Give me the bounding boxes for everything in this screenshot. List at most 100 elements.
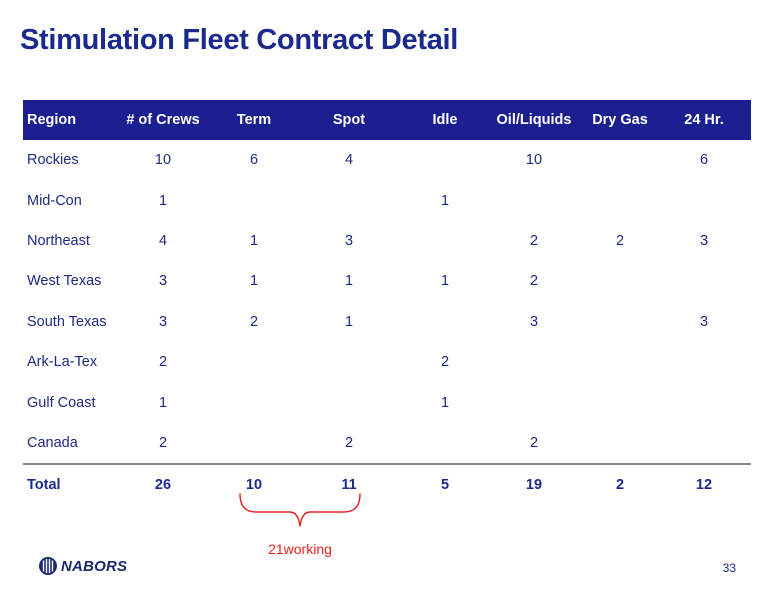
cell-spot xyxy=(293,382,405,422)
cell-term xyxy=(215,423,293,464)
cell-dry-gas xyxy=(583,140,657,180)
cell-crews: 4 xyxy=(158,232,168,249)
cell-term xyxy=(215,382,293,422)
cell-dry-gas xyxy=(583,382,657,422)
header-crews: # of Crews xyxy=(111,100,215,140)
cell-dry-gas xyxy=(583,423,657,464)
cell-idle: 1 xyxy=(440,192,450,209)
cell-oil-liquids: 2 xyxy=(529,434,539,451)
contract-table: Region # of Crews Term Spot Idle Oil/Liq… xyxy=(23,100,751,506)
cell-oil-liquids xyxy=(485,382,583,422)
cell-spot: 4 xyxy=(344,152,354,169)
cell-dry-gas: 2 xyxy=(615,232,625,249)
total-oil-liquids: 19 xyxy=(485,463,583,506)
table-row: Northeast 4 1 3 2 2 3 xyxy=(23,221,751,261)
cell-region: Rockies xyxy=(27,152,79,169)
cell-term: 1 xyxy=(249,232,259,249)
cell-spot: 2 xyxy=(344,434,354,451)
cell-24hr: 3 xyxy=(699,313,709,330)
cell-spot: 3 xyxy=(344,232,354,249)
cell-dry-gas xyxy=(583,342,657,382)
cell-spot xyxy=(293,342,405,382)
table-row: Ark-La-Tex 2 2 xyxy=(23,342,751,382)
cell-region: Ark-La-Tex xyxy=(27,354,98,371)
cell-oil-liquids: 2 xyxy=(529,273,539,290)
cell-24hr xyxy=(657,423,751,464)
total-region: Total xyxy=(23,463,111,506)
contract-table-container: Region # of Crews Term Spot Idle Oil/Liq… xyxy=(23,100,751,506)
cell-region: Gulf Coast xyxy=(27,394,96,411)
table-row: Canada 2 2 2 xyxy=(23,423,751,464)
cell-spot: 1 xyxy=(344,273,354,290)
cell-dry-gas xyxy=(583,261,657,301)
header-dry-gas: Dry Gas xyxy=(583,100,657,140)
working-annotation-label: 21working xyxy=(268,541,332,557)
header-oil-liquids: Oil/Liquids xyxy=(485,100,583,140)
cell-crews: 3 xyxy=(158,273,168,290)
header-spot: Spot xyxy=(293,100,405,140)
logo-text: NABORS xyxy=(61,557,128,575)
cell-idle xyxy=(405,221,485,261)
cell-spot: 1 xyxy=(344,313,354,330)
cell-oil-liquids xyxy=(485,180,583,220)
header-term: Term xyxy=(215,100,293,140)
cell-crews: 10 xyxy=(154,152,172,169)
cell-24hr xyxy=(657,261,751,301)
table-body: Rockies 10 6 4 10 6 Mid-Con 1 1 Northeast 4 1 3 2 2 3 We… xyxy=(23,140,751,506)
total-idle: 5 xyxy=(405,463,485,506)
header-24hr: 24 Hr. xyxy=(657,100,751,140)
cell-oil-liquids: 2 xyxy=(529,232,539,249)
cell-oil-liquids: 10 xyxy=(525,152,543,169)
cell-crews: 2 xyxy=(158,434,168,451)
cell-idle xyxy=(405,140,485,180)
header-idle: Idle xyxy=(405,100,485,140)
cell-term: 1 xyxy=(249,273,259,290)
cell-24hr xyxy=(657,382,751,422)
cell-idle: 1 xyxy=(440,273,450,290)
cell-region: Northeast xyxy=(27,232,90,249)
nabors-logo-icon xyxy=(39,557,57,575)
cell-24hr xyxy=(657,180,751,220)
page-number: 33 xyxy=(722,561,736,575)
cell-region: Canada xyxy=(27,434,78,451)
cell-dry-gas xyxy=(583,302,657,342)
table-row: Rockies 10 6 4 10 6 xyxy=(23,140,751,180)
cell-dry-gas xyxy=(583,180,657,220)
cell-region: Mid-Con xyxy=(27,192,82,209)
cell-idle xyxy=(405,302,485,342)
nabors-logo: NABORS xyxy=(38,556,127,576)
total-dry-gas: 2 xyxy=(583,463,657,506)
table-row: West Texas 3 1 1 1 2 xyxy=(23,261,751,301)
cell-crews: 1 xyxy=(158,394,168,411)
cell-idle xyxy=(405,423,485,464)
cell-24hr: 3 xyxy=(699,232,709,249)
cell-idle: 1 xyxy=(440,394,450,411)
total-row: Total 26 10 11 5 19 2 12 xyxy=(23,463,751,506)
table-row: South Texas 3 2 1 3 3 xyxy=(23,302,751,342)
cell-spot xyxy=(293,180,405,220)
table-row: Mid-Con 1 1 xyxy=(23,180,751,220)
cell-term xyxy=(215,342,293,382)
cell-24hr: 6 xyxy=(699,152,709,169)
cell-crews: 3 xyxy=(158,313,168,330)
working-brace xyxy=(239,493,361,527)
cell-crews: 1 xyxy=(158,192,168,209)
cell-24hr xyxy=(657,342,751,382)
page-title: Stimulation Fleet Contract Detail xyxy=(20,24,459,56)
cell-region: West Texas xyxy=(27,273,102,290)
cell-oil-liquids xyxy=(485,342,583,382)
cell-region: South Texas xyxy=(27,313,107,330)
table-header-row: Region # of Crews Term Spot Idle Oil/Liq… xyxy=(23,100,751,140)
cell-idle: 2 xyxy=(440,354,450,371)
total-24hr: 12 xyxy=(657,463,751,506)
cell-term: 6 xyxy=(249,152,259,169)
cell-crews: 2 xyxy=(158,354,168,371)
header-region: Region xyxy=(23,100,111,140)
total-spot: 11 xyxy=(293,463,405,506)
cell-term xyxy=(215,180,293,220)
total-crews: 26 xyxy=(111,463,215,506)
total-term: 10 xyxy=(215,463,293,506)
cell-oil-liquids: 3 xyxy=(529,313,539,330)
table-row: Gulf Coast 1 1 xyxy=(23,382,751,422)
cell-term: 2 xyxy=(249,313,259,330)
